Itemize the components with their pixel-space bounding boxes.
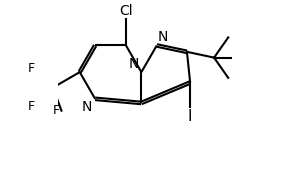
- Text: N: N: [129, 57, 139, 71]
- Text: F: F: [28, 62, 35, 75]
- Text: N: N: [82, 100, 93, 114]
- Text: I: I: [188, 109, 192, 124]
- Text: F: F: [28, 100, 35, 113]
- Text: Cl: Cl: [119, 4, 133, 18]
- Text: F: F: [52, 104, 60, 117]
- Text: N: N: [158, 30, 168, 44]
